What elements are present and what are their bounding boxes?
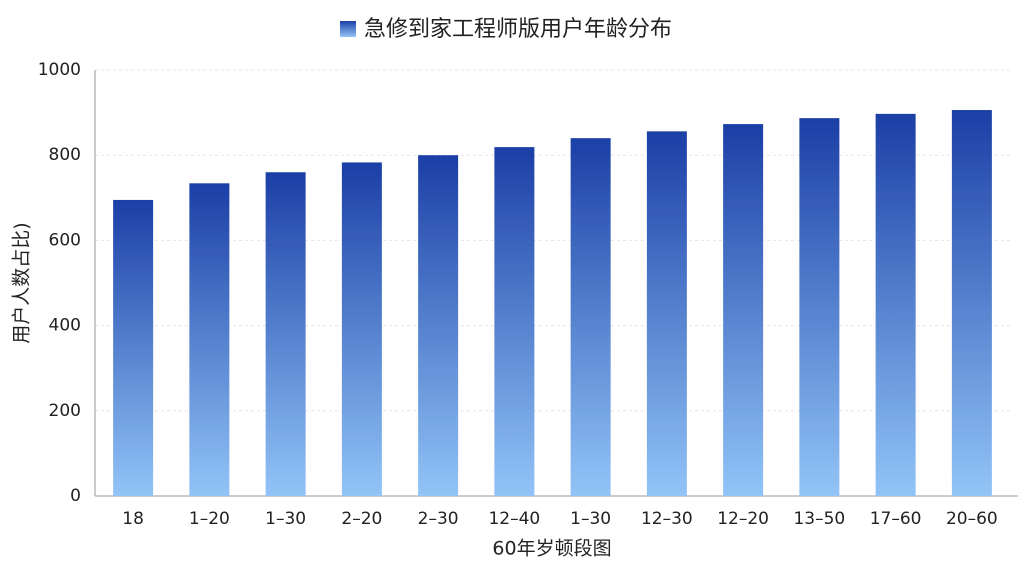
bar bbox=[570, 138, 611, 496]
x-tick-label: 12–20 bbox=[717, 509, 769, 529]
x-tick-label: 12–30 bbox=[641, 509, 693, 529]
bar bbox=[951, 110, 992, 496]
bar bbox=[723, 124, 764, 497]
x-axis-title: 60年岁顿段图 bbox=[492, 538, 611, 560]
legend-swatch bbox=[340, 21, 356, 37]
bar bbox=[875, 113, 916, 497]
bar bbox=[341, 162, 382, 496]
x-tick-label: 12–40 bbox=[488, 509, 540, 529]
bar bbox=[265, 172, 306, 497]
x-tick-label: 18 bbox=[122, 509, 144, 529]
x-tick-label: 13–50 bbox=[793, 509, 845, 529]
x-tick-label: 2–20 bbox=[341, 509, 382, 529]
x-tick-label: 2–30 bbox=[418, 509, 459, 529]
x-tick-label: 1–20 bbox=[189, 509, 230, 529]
y-tick-label: 0 bbox=[70, 486, 81, 506]
bar bbox=[113, 199, 154, 496]
bar bbox=[799, 118, 840, 496]
y-tick-label: 800 bbox=[49, 145, 81, 165]
x-tick-label: 1–30 bbox=[570, 509, 611, 529]
bar bbox=[418, 155, 459, 496]
bar bbox=[189, 183, 230, 497]
x-tick-label: 17–60 bbox=[870, 509, 922, 529]
y-tick-label: 200 bbox=[49, 401, 81, 421]
y-tick-label: 400 bbox=[49, 316, 81, 336]
y-tick-label: 1000 bbox=[38, 60, 81, 80]
x-tick-label: 1–30 bbox=[265, 509, 306, 529]
y-tick-label: 600 bbox=[49, 230, 81, 250]
bar bbox=[646, 131, 687, 496]
x-tick-label: 20–60 bbox=[946, 509, 998, 529]
bar bbox=[494, 147, 535, 496]
y-axis-title: 用户人数占比) bbox=[11, 222, 33, 343]
legend-label: 急修到家工程师版用户年龄分布 bbox=[364, 17, 672, 42]
